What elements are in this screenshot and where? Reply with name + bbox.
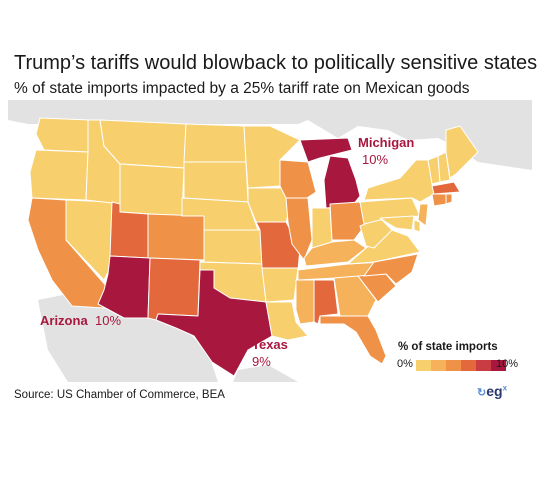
legend-swatch-0 (416, 360, 431, 371)
state-michigan (323, 155, 361, 209)
state-colorado (147, 213, 205, 261)
source-note: Source: US Chamber of Commerce, BEA (14, 389, 225, 401)
state-washington (35, 117, 91, 153)
state-arkansas (261, 267, 299, 303)
legend-swatch-2 (446, 360, 461, 371)
state-indiana (311, 207, 333, 249)
canada-land (8, 100, 532, 170)
state-florida (319, 315, 387, 365)
state-new-jersey (417, 203, 429, 227)
state-texas (155, 269, 273, 377)
logo-ring-icon: ↻ (477, 387, 487, 399)
state-delaware (413, 219, 421, 233)
state-new-mexico (147, 257, 201, 321)
state-oregon (29, 149, 89, 201)
egx-logo: ↻egx (477, 383, 507, 399)
legend-title: % of state imports (398, 341, 498, 353)
arizona-callout-name: Arizona (40, 313, 88, 328)
texas-callout-name: Texas (252, 337, 288, 352)
legend-max-label: 10% (496, 358, 519, 370)
texas-callout-value: 9% (252, 354, 271, 369)
michigan-callout-value: 10% (362, 152, 389, 167)
state-louisiana (265, 301, 309, 341)
logo-text: eg (486, 383, 503, 399)
mexico-land (38, 292, 218, 382)
map-svg (8, 100, 532, 382)
state-rhode-island (445, 193, 453, 205)
state-massachusetts (431, 181, 461, 195)
state-maine (445, 125, 479, 179)
state-south-dakota (183, 161, 249, 203)
michigan-callout-name: Michigan (358, 135, 415, 150)
chart-subtitle: % of state imports impacted by a 25% tar… (14, 80, 470, 97)
state-connecticut (431, 193, 447, 207)
state-michigan-upper (299, 137, 353, 163)
state-mississippi (295, 279, 315, 325)
us-choropleth-map (8, 100, 532, 382)
chart-title: Trump’s tariffs would blowback to politi… (14, 52, 538, 74)
state-maryland (379, 215, 415, 231)
state-wyoming (119, 163, 185, 217)
state-ohio (329, 201, 367, 241)
legend-swatch-3 (461, 360, 476, 371)
legend-swatch-4 (476, 360, 491, 371)
legend-min-label: 0% (397, 358, 413, 370)
logo-superscript: x (502, 383, 508, 393)
legend-swatch-5 (491, 360, 506, 371)
legend-swatch-1 (431, 360, 446, 371)
state-north-dakota (183, 123, 247, 163)
mexico-land-east (233, 365, 298, 382)
state-kentucky (303, 239, 367, 267)
arizona-callout-value: 10% (95, 313, 122, 328)
state-kansas (203, 229, 263, 265)
legend-color-scale (416, 360, 506, 371)
